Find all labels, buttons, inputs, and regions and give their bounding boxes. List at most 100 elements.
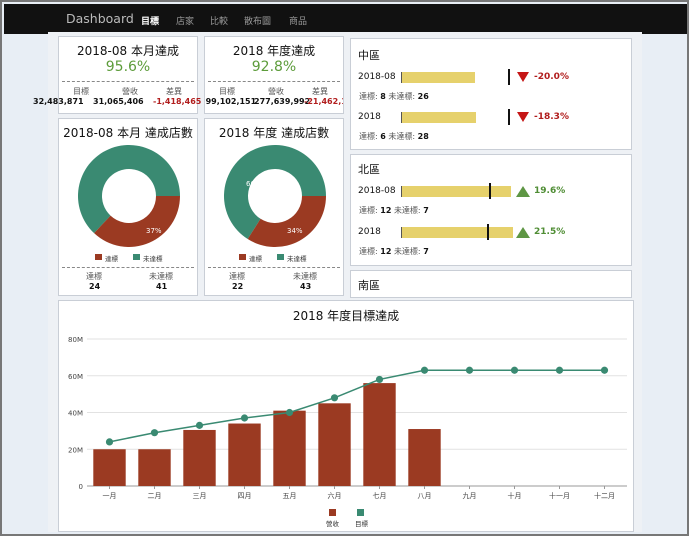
donut-slice-achieved[interactable]: [247, 196, 326, 247]
kpi-year-diff: -21,462,159: [304, 97, 343, 106]
count-achieved: 22: [232, 282, 244, 291]
label-revenue: 營收: [268, 87, 284, 96]
kpi-month-title: 2018-08 本月達成: [77, 44, 179, 58]
target-point-1: [105, 438, 114, 446]
legend-swatch-target: [357, 509, 364, 516]
achieved-count: 6: [380, 132, 386, 141]
legend-label-target: 目標: [355, 519, 369, 528]
achieved-count: 12: [380, 206, 392, 215]
x-tick-label: 八月: [418, 492, 432, 500]
kpi-year-value: 92.8%: [251, 59, 297, 75]
legend-achieved: 達標: [105, 255, 118, 263]
label-target: 目標: [219, 87, 235, 96]
arrow-down-icon: [517, 72, 529, 82]
x-tick-label: 十月: [508, 491, 522, 500]
label-target: 目標: [73, 87, 89, 96]
target-point-5: [285, 408, 294, 417]
donut-month-card: 2018-08 本月 達成店數 63% 37% 達標 未達標 達標 未達標 24…: [58, 118, 198, 296]
donut-slice-missed[interactable]: [78, 145, 180, 234]
x-tick-label: 五月: [283, 492, 297, 500]
label-diff: 差異: [166, 87, 182, 96]
bar-revenue-3: [183, 429, 216, 486]
missed-label: 未達標:: [388, 92, 416, 101]
target-point-12: [600, 366, 609, 374]
target-point-2: [150, 429, 159, 437]
top-navbar: Dashboard 目標 店家 比較 散布圖 商品: [4, 4, 687, 34]
achieved-count: 12: [380, 247, 392, 256]
x-tick-label: 六月: [328, 491, 342, 500]
x-tick-label: 九月: [463, 491, 477, 500]
missed-count: 28: [417, 132, 429, 141]
missed-count: 26: [417, 92, 429, 101]
legend-swatch-missed: [133, 254, 140, 260]
nav-item-scatter[interactable]: 散布圖: [244, 17, 272, 27]
legend-label-revenue: 營收: [326, 519, 340, 528]
donut-chart-year: 66% 34%: [224, 145, 326, 247]
nav-item-compare[interactable]: 比較: [210, 17, 229, 27]
arrow-up-icon: [516, 186, 530, 197]
achieved-count: 8: [380, 92, 386, 101]
nav-item-target[interactable]: 目標: [141, 17, 160, 27]
arrow-up-icon: [516, 227, 530, 238]
slice-label-achieved: 34%: [287, 227, 303, 235]
label-missed: 未達標: [293, 272, 317, 281]
donut-month-title: 2018-08 本月 達成店數: [63, 126, 193, 140]
slice-label-achieved: 37%: [146, 227, 162, 235]
region-pct: -20.0%: [534, 72, 569, 82]
kpi-month-card: 2018-08 本月達成 95.6% 目標 營收 差異 32,483,871 3…: [33, 36, 202, 114]
legend-missed: 未達標: [287, 255, 307, 263]
nav-item-products[interactable]: 商品: [289, 17, 308, 27]
label-achieved: 達標: [229, 272, 245, 281]
label-revenue: 營收: [122, 87, 138, 96]
missed-label: 未達標:: [393, 247, 421, 256]
chart-title: 2018 年度目標達成: [292, 309, 400, 323]
region-period: 2018: [358, 112, 381, 122]
target-point-9: [465, 366, 474, 374]
donut-slice-missed[interactable]: [224, 145, 326, 240]
brand-link[interactable]: Dashboard: [66, 11, 134, 26]
y-tick-label: 20M: [68, 446, 83, 454]
region-title: 北區: [358, 163, 380, 176]
legend-swatch-achieved: [239, 254, 246, 260]
target-marker: [489, 183, 491, 199]
target-point-7: [375, 375, 384, 384]
achieved-label: 達標:: [359, 206, 378, 215]
legend-swatch-revenue: [329, 509, 336, 516]
x-tick-label: 七月: [373, 491, 387, 500]
region-pct: -18.3%: [534, 112, 569, 122]
legend-missed: 未達標: [143, 255, 163, 263]
region-counts: 達標: 12 未達標: 7: [359, 246, 429, 257]
slice-label-missed: 66%: [246, 180, 262, 188]
annual-target-chart-card: 2018 年度目標達成 0 20M 40M 60M 80M 一月 二月 三月 四月 五月 六月 七月 八…: [58, 300, 634, 532]
bar-revenue-4: [228, 423, 261, 486]
divider: [208, 267, 340, 268]
target-point-4: [240, 414, 249, 422]
kpi-month-revenue: 31,065,406: [93, 97, 144, 106]
divider: [208, 81, 340, 82]
bar-revenue-5: [273, 410, 306, 486]
arrow-down-icon: [517, 112, 529, 122]
target-marker: [487, 224, 489, 240]
nav-item-stores[interactable]: 店家: [176, 17, 195, 27]
kpi-month-diff: -1,418,465: [153, 97, 202, 106]
target-point-10: [510, 366, 519, 374]
x-tick-label: 三月: [193, 492, 207, 500]
donut-slice-achieved[interactable]: [94, 196, 180, 247]
target-point-6: [330, 394, 339, 402]
region-period: 2018-08: [358, 186, 396, 196]
target-marker: [508, 69, 510, 85]
donut-chart-month: 63% 37%: [78, 145, 180, 247]
progress-bar: [401, 227, 513, 238]
kpi-month-value: 95.6%: [105, 59, 151, 75]
x-tick-label: 二月: [148, 492, 162, 500]
progress-bar: [401, 72, 475, 83]
annual-target-chart: 0 20M 40M 60M 80M 一月 二月 三月 四月 五月 六月 七月 八月 九月 十月 十一月 十二月營…: [68, 336, 627, 528]
missed-count: 7: [423, 206, 429, 215]
missed-label: 未達標:: [393, 206, 421, 215]
region-pct: 21.5%: [534, 227, 566, 237]
kpi-month-target: 32,483,871: [33, 97, 84, 106]
progress-bar: [401, 186, 512, 197]
divider: [62, 81, 194, 82]
x-tick-label: 四月: [238, 492, 252, 500]
count-achieved: 24: [89, 282, 101, 291]
